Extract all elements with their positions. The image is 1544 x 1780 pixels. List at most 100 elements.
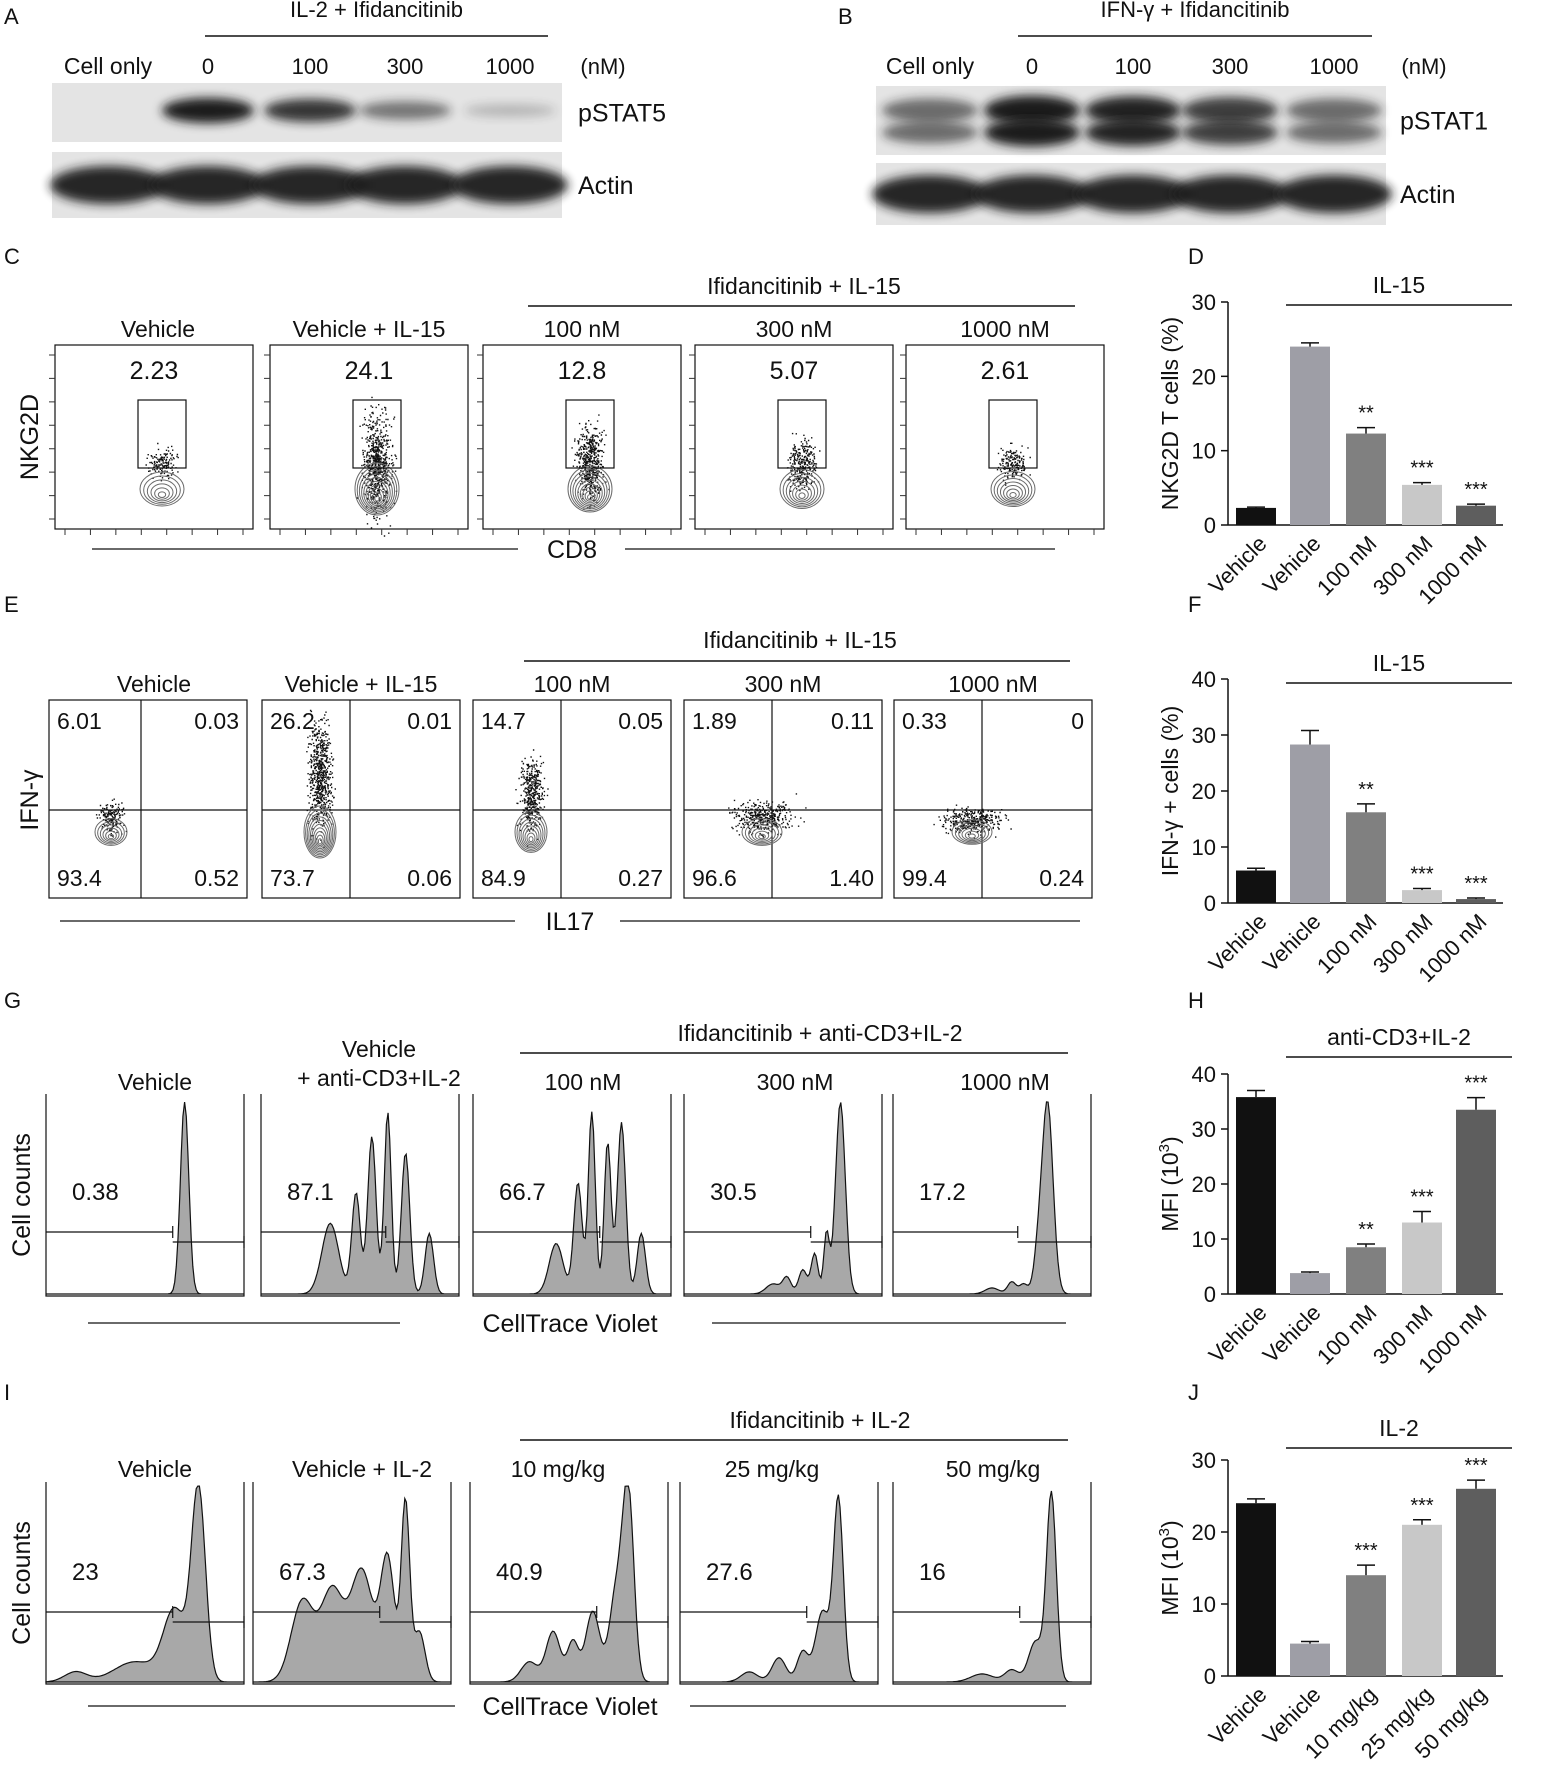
contour-line [999, 481, 1027, 503]
quadrant-upper-right: 0.03 [194, 708, 239, 734]
band-label: Actin [1400, 181, 1456, 209]
plot-title: 100 nM [545, 1069, 622, 1095]
gate-percentage: 2.23 [130, 357, 179, 385]
gate-percentage: 17.2 [919, 1179, 966, 1206]
histogram-frame [892, 1482, 1092, 1685]
bar [1402, 890, 1442, 903]
lane-label: 0 [1026, 54, 1038, 79]
panel-letter-h: H [1188, 988, 1204, 1013]
contour-line [744, 821, 780, 845]
contour-line [996, 478, 1030, 504]
contour-line [954, 822, 990, 844]
histogram-frame [260, 1094, 460, 1297]
x-tick-label: Vehicle [1204, 531, 1272, 599]
plot-title: Vehicle + IL-2 [292, 1456, 432, 1482]
contour-line [577, 479, 603, 507]
x-axis-label: IL17 [546, 908, 595, 936]
blot-band [1286, 121, 1382, 144]
panel-letter-f: F [1188, 592, 1201, 617]
plot-title: 50 mg/kg [946, 1456, 1041, 1482]
histogram-curve [893, 1490, 1091, 1683]
flow-plot-frame [482, 344, 682, 530]
x-tick-label: Vehicle [1204, 1300, 1272, 1368]
contour-line [751, 827, 773, 842]
contour-line [374, 495, 380, 502]
contour-line [584, 490, 596, 502]
histogram-curve [253, 1496, 451, 1683]
lane-label: 300 [387, 54, 424, 79]
histogram-frame [252, 1482, 452, 1685]
plot-title: 300 nM [757, 1069, 834, 1095]
contour-line [522, 825, 540, 847]
x-tick-label: Vehicle [1258, 909, 1326, 977]
plot-title: Vehicle + IL-15 [285, 671, 438, 697]
blot-band [150, 166, 266, 204]
significance-marker: *** [1410, 1187, 1434, 1209]
contour-line [94, 818, 128, 846]
bar [1236, 507, 1276, 525]
y-axis-label: IFN-γ + cells (%) [1157, 706, 1183, 877]
histogram-curve [680, 1494, 878, 1683]
contour-line [514, 811, 548, 853]
axis-ticks [477, 354, 672, 535]
histogram-panel-i: Ifidancitinib + IL-2 23 67.3 40.9 27.6 16 Vehi… [8, 1407, 1092, 1721]
plot-title: Vehicle [121, 316, 195, 342]
bar [1402, 1524, 1442, 1676]
contour-line [308, 816, 332, 854]
x-tick-label: 100 nM [1312, 1300, 1382, 1370]
contour-line [579, 483, 601, 505]
contour-line [309, 820, 331, 853]
significance-marker: *** [1410, 458, 1434, 480]
band-label: Actin [578, 172, 634, 200]
bar [1346, 812, 1386, 903]
bar [1402, 484, 1442, 525]
quadrant-upper-left: 0.33 [902, 708, 947, 734]
y-tick-label: 30 [1192, 723, 1216, 748]
blot-band [1172, 175, 1288, 213]
quadrant-upper-right: 0.05 [618, 708, 663, 734]
contour-line [102, 827, 120, 842]
bracket-label: IL-15 [1373, 272, 1425, 298]
quadrant-lower-right: 0.24 [1039, 865, 1084, 891]
flow-plot-frame [48, 699, 248, 899]
blot-treatment-label: IFN-γ + Ifidancitinib [1101, 0, 1290, 22]
axis-ticks [49, 354, 244, 535]
gate-box [777, 399, 827, 469]
gate-box [352, 399, 402, 469]
gate-box [988, 399, 1038, 469]
contour-line [788, 480, 816, 504]
gate-percentage: 27.6 [706, 1559, 753, 1586]
contour-line [961, 827, 983, 842]
y-axis-label: Cell counts [8, 1521, 36, 1645]
contour-line [365, 480, 389, 508]
quadrant-upper-left: 6.01 [57, 708, 102, 734]
contour-line [574, 476, 606, 508]
bracket-label: IL-2 [1379, 1415, 1419, 1441]
bar [1290, 1273, 1330, 1294]
histogram-curve [261, 1112, 459, 1295]
significance-marker: ** [1358, 403, 1374, 425]
x-axis-label: CellTrace Violet [482, 1693, 657, 1721]
blot-panel-b: IFN-γ + Ifidancitinib Cell only 0 100 300 100… [872, 0, 1488, 225]
panel-letter-a: A [4, 4, 19, 29]
lane-unit-label: (nM) [1401, 54, 1446, 79]
contour-line [518, 818, 544, 850]
quadrant-upper-right: 0.01 [407, 708, 452, 734]
gate-percentage: 30.5 [710, 1179, 757, 1206]
contour-line [358, 469, 396, 513]
contour-line [993, 474, 1033, 506]
blot-band [452, 166, 568, 204]
contour-line [313, 827, 327, 850]
panel-letter-i: I [4, 1380, 10, 1405]
y-tick-label: 0 [1204, 513, 1216, 538]
flow-plot-frame [905, 344, 1105, 530]
group-label: Ifidancitinib + anti-CD3+IL-2 [677, 1020, 962, 1046]
quadrant-lower-right: 0.52 [194, 865, 239, 891]
axis-ticks [689, 354, 884, 535]
lane-label: 1000 [486, 54, 535, 79]
event-dots [571, 414, 610, 510]
band-label: pSTAT5 [578, 100, 666, 128]
plot-title: Vehicle + IL-15 [293, 316, 446, 342]
contour-line [317, 838, 323, 845]
